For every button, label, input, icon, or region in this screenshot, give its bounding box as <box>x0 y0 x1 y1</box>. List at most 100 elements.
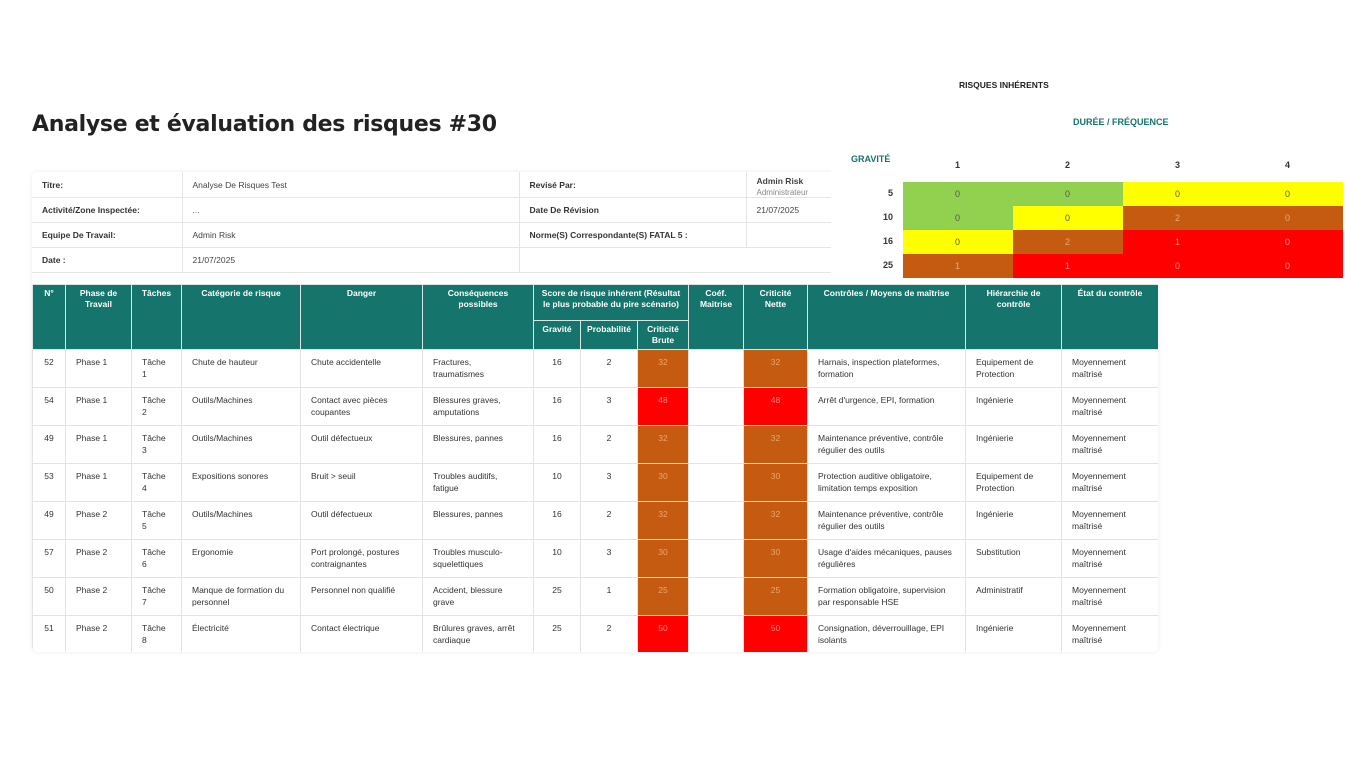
matrix-col-header: 2 <box>1065 160 1071 170</box>
matrix-row-header: 10 <box>882 212 893 222</box>
row-etat: Moyennement maîtrisé <box>1061 539 1158 579</box>
col-header-categorie: Catégorie de risque <box>181 283 301 351</box>
row-tache: Tâche 8 <box>131 615 182 652</box>
row-gravite: 16 <box>533 349 581 389</box>
row-gravite: 25 <box>533 615 581 652</box>
row-num: 50 <box>32 577 66 617</box>
table-row: 53 Phase 1 Tâche 4 Expositions sonores Bruit… <box>32 463 1158 503</box>
table-row: 49 Phase 1 Tâche 3 Outils/Machines Outil déf… <box>32 425 1158 465</box>
row-criticite-brute: 30 <box>637 539 689 579</box>
row-categorie: Électricité <box>181 615 301 652</box>
matrix-cell: 2 <box>1123 206 1233 230</box>
row-num: 54 <box>32 387 66 427</box>
matrix-cell: 0 <box>1123 254 1233 278</box>
row-probabilite: 3 <box>580 463 638 503</box>
row-controles: Arrêt d'urgence, EPI, formation <box>807 387 966 427</box>
col-header-coef: Coéf. Maitrise <box>688 283 744 351</box>
row-criticite-nette: 25 <box>743 577 808 617</box>
matrix-col-header: 3 <box>1175 160 1181 170</box>
row-phase: Phase 1 <box>65 425 132 465</box>
row-etat: Moyennement maîtrisé <box>1061 577 1158 617</box>
row-num: 51 <box>32 615 66 652</box>
col-header-num: N° <box>32 283 66 351</box>
revise-label: Revisé Par: <box>518 172 746 198</box>
row-etat: Moyennement maîtrisé <box>1061 615 1158 652</box>
matrix-cell: 1 <box>1123 230 1233 254</box>
risk-matrix: RISQUES INHÉRENTS DURÉE / FRÉQUENCE GRAV… <box>831 72 1343 280</box>
row-criticite-nette: 32 <box>743 349 808 389</box>
row-controles: Consignation, déverrouillage, EPI isolan… <box>807 615 966 652</box>
col-header-probabilite: Probabilité <box>580 319 638 351</box>
row-controles: Protection auditive obligatoire, limitat… <box>807 463 966 503</box>
row-gravite: 25 <box>533 577 581 617</box>
row-categorie: Outils/Machines <box>181 425 301 465</box>
row-categorie: Chute de hauteur <box>181 349 301 389</box>
row-probabilite: 2 <box>580 349 638 389</box>
matrix-row-header: 25 <box>882 260 893 270</box>
row-tache: Tâche 5 <box>131 501 182 541</box>
row-etat: Moyennement maîtrisé <box>1061 501 1158 541</box>
row-num: 53 <box>32 463 66 503</box>
matrix-cell: 0 <box>903 230 1013 254</box>
matrix-cell: 2 <box>1013 230 1123 254</box>
col-header-gravite: Gravité <box>533 319 581 351</box>
row-danger: Contact avec pièces coupantes <box>300 387 423 427</box>
row-danger: Outil défectueux <box>300 501 423 541</box>
row-phase: Phase 1 <box>65 387 132 427</box>
table-row: 52 Phase 1 Tâche 1 Chute de hauteur Chute ac… <box>32 349 1158 389</box>
revise-name: Admin Risk <box>756 176 804 186</box>
matrix-cell: 0 <box>1233 182 1343 206</box>
matrix-x-label: DURÉE / FRÉQUENCE <box>1073 117 1169 127</box>
matrix-cell: 0 <box>1233 254 1343 278</box>
row-hierarchie: Equipement de Protection <box>965 463 1062 503</box>
matrix-cell: 0 <box>903 182 1013 206</box>
matrix-cell: 0 <box>1123 182 1233 206</box>
table-row: 50 Phase 2 Tâche 7 Manque de formation du p… <box>32 577 1158 617</box>
activite-label: Activité/Zone Inspectée: <box>32 197 182 223</box>
row-controles: Harnais, inspection plateformes, formati… <box>807 349 966 389</box>
row-phase: Phase 2 <box>65 577 132 617</box>
titre-value: Analyse De Risques Test <box>181 172 519 198</box>
row-danger: Chute accidentelle <box>300 349 423 389</box>
row-probabilite: 3 <box>580 539 638 579</box>
row-etat: Moyennement maîtrisé <box>1061 387 1158 427</box>
row-categorie: Outils/Machines <box>181 501 301 541</box>
row-criticite-brute: 32 <box>637 349 689 389</box>
table-row: 57 Phase 2 Tâche 6 Ergonomie Port prolongé, … <box>32 539 1158 579</box>
row-categorie: Expositions sonores <box>181 463 301 503</box>
equipe-label: Equipe De Travail: <box>32 222 182 248</box>
row-criticite-nette: 32 <box>743 425 808 465</box>
col-header-hierarchie: Hiérarchie de contrôle <box>965 283 1062 351</box>
row-consequences: Accident, blessure grave <box>422 577 534 617</box>
col-header-phase: Phase de Travail <box>65 283 132 351</box>
table-row: 49 Phase 2 Tâche 5 Outils/Machines Outil déf… <box>32 501 1158 541</box>
row-hierarchie: Ingénierie <box>965 615 1062 652</box>
row-etat: Moyennement maîtrisé <box>1061 463 1158 503</box>
row-etat: Moyennement maîtrisé <box>1061 425 1158 465</box>
row-probabilite: 1 <box>580 577 638 617</box>
row-criticite-brute: 32 <box>637 501 689 541</box>
matrix-row-header: 5 <box>887 188 893 198</box>
matrix-col-header: 1 <box>955 160 961 170</box>
row-tache: Tâche 3 <box>131 425 182 465</box>
row-coef <box>688 387 744 427</box>
row-consequences: Fractures, traumatismes <box>422 349 534 389</box>
matrix-cell: 0 <box>1233 206 1343 230</box>
row-controles: Maintenance préventive, contrôle régulie… <box>807 501 966 541</box>
row-danger: Bruit > seuil <box>300 463 423 503</box>
row-probabilite: 2 <box>580 501 638 541</box>
row-criticite-nette: 30 <box>743 539 808 579</box>
row-consequences: Troubles auditifs, fatigue <box>422 463 534 503</box>
row-probabilite: 2 <box>580 425 638 465</box>
matrix-title: RISQUES INHÉRENTS <box>959 80 1049 90</box>
row-num: 49 <box>32 425 66 465</box>
row-hierarchie: Substitution <box>965 539 1062 579</box>
row-hierarchie: Ingénierie <box>965 501 1062 541</box>
row-etat: Moyennement maîtrisé <box>1061 349 1158 389</box>
row-danger: Port prolongé, postures contraignantes <box>300 539 423 579</box>
matrix-y-label: GRAVITÉ <box>851 154 891 164</box>
date-label: Date : <box>32 247 182 273</box>
col-header-danger: Danger <box>300 283 423 351</box>
row-probabilite: 3 <box>580 387 638 427</box>
row-danger: Outil défectueux <box>300 425 423 465</box>
